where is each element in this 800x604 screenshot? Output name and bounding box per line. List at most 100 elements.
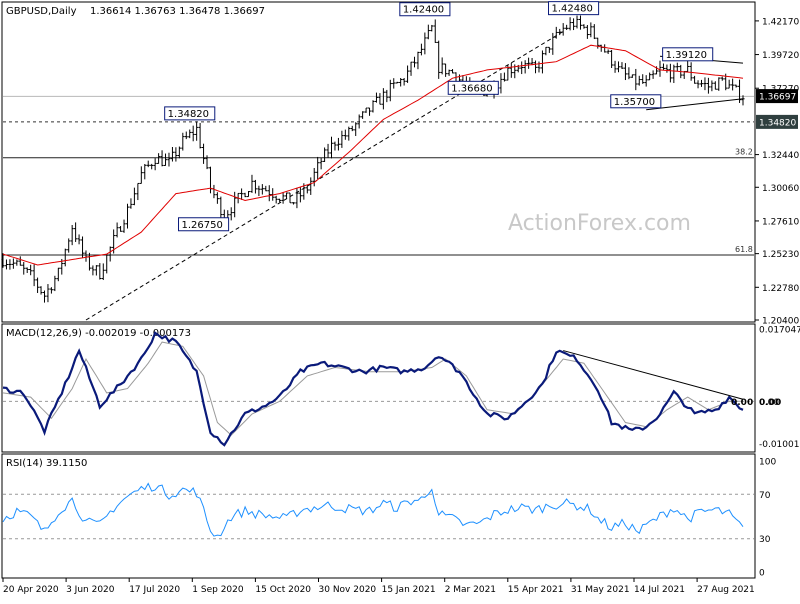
ohlc-bar [630, 74, 634, 78]
ohlc-bar [585, 25, 589, 39]
price-y-tick-label: 1.22780 [762, 284, 799, 294]
ohlc-bar [39, 286, 43, 295]
ohlc-bar [561, 23, 565, 36]
ohlc-bar [288, 192, 292, 204]
ohlc-bar [198, 122, 202, 149]
macd-y-tick-label: -0.010013 [759, 440, 800, 450]
x-axis-tick-label: 30 Nov 2020 [319, 585, 377, 595]
ohlc-bar [122, 219, 126, 233]
ohlc-bar [520, 61, 524, 75]
ohlc-bar [18, 256, 22, 266]
ohlc-bar [53, 275, 57, 292]
ohlc-bar [274, 195, 278, 204]
ohlc-bar [385, 89, 389, 103]
price-annotation-box [662, 47, 714, 62]
ohlc-bar [502, 72, 507, 82]
ohlc-bar [444, 63, 448, 77]
ohlc-bar [257, 185, 261, 197]
ohlc-bar [402, 78, 406, 86]
price-annotation-box [447, 80, 499, 95]
ohlc-bar [727, 79, 731, 89]
ohlc-bar [267, 185, 271, 202]
ohlc-bar [132, 187, 137, 206]
ohlc-bar [42, 290, 47, 303]
ohlc-bar [627, 67, 631, 80]
ohlc-bar [412, 56, 417, 68]
ohlc-bar [136, 182, 140, 201]
ohlc-bar [56, 267, 60, 282]
ohlc-bar [554, 26, 558, 39]
ohlc-bar [49, 287, 54, 294]
ohlc-bar [70, 224, 74, 246]
ohlc-bar [419, 43, 424, 56]
channel-line [85, 31, 564, 321]
x-axis-tick-label: 31 May 2021 [571, 585, 630, 595]
ohlc-bar [105, 254, 109, 274]
rsi-title: RSI(14) 39.1150 [6, 458, 87, 469]
header-symbol: GBPUSD,Daily [6, 6, 77, 17]
price-y-tick-label: 1.30060 [762, 184, 799, 194]
current-price-tag: 1.36697 [756, 89, 798, 104]
ohlc-bar [644, 75, 648, 87]
rsi-line [2, 482, 744, 537]
ohlc-bar [184, 131, 188, 140]
ohlc-bar [568, 17, 572, 31]
ohlc-bar [578, 15, 583, 30]
x-axis-tick-label: 27 Aug 2021 [697, 585, 755, 595]
rsi-y-tick-label: 30 [759, 535, 771, 545]
ohlc-bar [392, 78, 396, 89]
ohlc-bar [706, 77, 711, 94]
ohlc-bar [326, 143, 330, 158]
ohlc-bar [4, 259, 9, 270]
price-annotation: 1.34820 [164, 106, 216, 121]
ohlc-bar [157, 153, 161, 164]
ohlc-bar [250, 174, 254, 193]
ohlc-bar [8, 259, 12, 270]
price-y-tick-label: 1.32440 [762, 151, 799, 161]
ohlc-bar [388, 79, 392, 102]
ohlc-bar [364, 107, 368, 113]
price-annotation-label: 1.34820 [168, 109, 209, 120]
ohlc-bar [713, 81, 717, 90]
price-level-tag: 1.34820 [756, 114, 798, 129]
macd-title: MACD(12,26,9) -0.002019 -0.000173 [6, 328, 191, 339]
ohlc-bar [589, 22, 593, 38]
ohlc-bar [509, 62, 513, 78]
ohlc-bar [350, 125, 354, 132]
ohlc-bar [67, 238, 71, 253]
ohlc-bar [620, 62, 624, 69]
ohlc-bar [108, 246, 112, 262]
ohlc-bar [651, 70, 655, 79]
ohlc-bar [668, 63, 672, 83]
ohlc-bar [239, 188, 244, 200]
ohlc-bar [46, 284, 50, 303]
macd-zero-value: 0.00 [759, 398, 781, 408]
price-levels: 1.34820 38.2 61.8 [3, 95, 798, 256]
rsi-y-tick-label: 0 [759, 569, 765, 579]
ohlc-bar [146, 160, 150, 168]
ohlc-bar [74, 222, 78, 242]
ohlc-bar [188, 129, 192, 139]
ohlc-bar [720, 76, 724, 81]
macd-y-tick-label: 0.00 [759, 398, 779, 408]
ohlc-bar [689, 62, 693, 81]
ohlc-bar [153, 158, 157, 171]
ohlc-bar [118, 226, 123, 232]
price-annotation: 1.42480 [548, 1, 600, 16]
ohlc-bar [167, 152, 171, 167]
ohlc-bar [177, 146, 181, 159]
fib-level-label: 38.2 [735, 148, 753, 157]
current-price-box [756, 89, 798, 104]
ohlc-bar [692, 75, 697, 84]
ohlc-bar [354, 122, 358, 137]
ohlc-bar [665, 64, 669, 73]
ohlc-bar [609, 49, 614, 69]
price-y-tick-label: 1.27610 [762, 217, 799, 227]
rsi-y-axis: 100 70 30 0 [759, 458, 776, 579]
ohlc-bar [150, 163, 154, 170]
ohlc-bar [219, 196, 223, 219]
ohlc-bar [596, 37, 600, 49]
ohlc-bar [80, 236, 85, 258]
price-level-tag-label: 1.34820 [759, 118, 796, 128]
